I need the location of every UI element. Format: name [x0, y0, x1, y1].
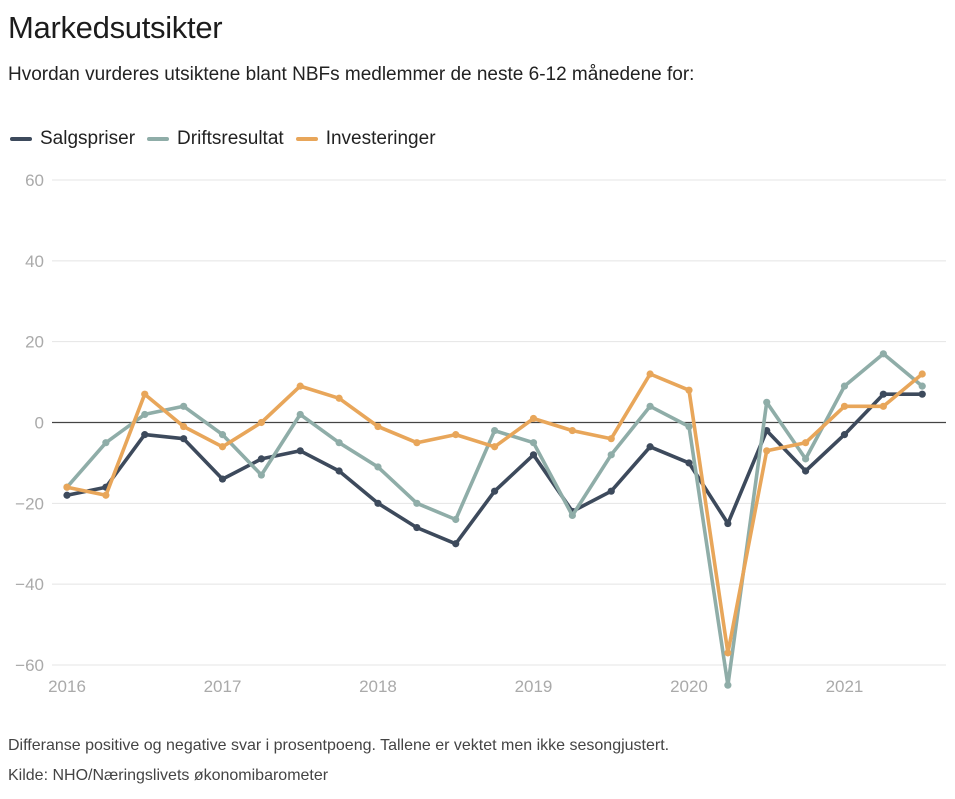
chart-note: Differanse positive og negative svar i p… — [8, 737, 670, 754]
series-line-driftsresultat — [65, 352, 925, 688]
data-point-investeringer — [374, 422, 382, 431]
data-point-salgspriser — [529, 451, 538, 459]
data-point-salgspriser — [724, 519, 732, 528]
data-point-investeringer — [568, 426, 576, 435]
data-point-driftsresultat — [685, 422, 693, 431]
data-point-driftsresultat — [180, 402, 188, 410]
data-point-driftsresultat — [374, 463, 382, 471]
data-point-investeringer — [452, 431, 460, 439]
data-point-investeringer — [763, 447, 771, 455]
data-point-salgspriser — [491, 487, 499, 495]
data-point-salgspriser — [685, 459, 693, 467]
y-tick-label: 40 — [25, 252, 44, 271]
data-point-salgspriser — [607, 487, 615, 495]
data-point-salgspriser — [763, 426, 771, 435]
data-point-driftsresultat — [257, 471, 265, 479]
data-point-driftsresultat — [141, 410, 149, 419]
data-point-salgspriser — [180, 435, 188, 443]
y-tick-label: −60 — [15, 656, 44, 675]
data-point-investeringer — [63, 483, 71, 491]
chart-subtitle: Hvordan vurderes utsiktene blant NBFs me… — [8, 64, 695, 85]
data-point-driftsresultat — [413, 499, 421, 507]
data-point-investeringer — [840, 402, 849, 410]
data-point-salgspriser — [840, 431, 849, 439]
data-point-driftsresultat — [218, 431, 227, 439]
x-tick-label: 2018 — [359, 677, 397, 696]
data-point-driftsresultat — [918, 382, 926, 390]
data-point-investeringer — [180, 422, 188, 431]
data-point-investeringer — [413, 439, 421, 447]
chart-title: Markedsutsikter — [8, 10, 223, 45]
data-point-driftsresultat — [802, 455, 810, 463]
data-point-salgspriser — [296, 447, 304, 455]
data-point-investeringer — [685, 386, 693, 394]
data-point-salgspriser — [413, 523, 421, 532]
data-point-investeringer — [257, 418, 265, 427]
legend-swatch-investeringer — [295, 137, 318, 141]
legend-label-driftsresultat: Driftsresultat — [177, 128, 284, 149]
x-tick-label: 2017 — [204, 677, 242, 696]
data-point-driftsresultat — [607, 451, 615, 459]
legend-label-salgspriser: Salgspriser — [40, 128, 136, 149]
data-point-driftsresultat — [296, 410, 304, 419]
legend-label-investeringer: Investeringer — [325, 128, 436, 149]
legend-swatch-driftsresultat — [147, 137, 170, 141]
data-point-salgspriser — [646, 443, 654, 451]
data-point-salgspriser — [374, 499, 382, 507]
data-point-salgspriser — [63, 491, 71, 499]
data-point-salgspriser — [452, 540, 460, 548]
data-point-driftsresultat — [724, 681, 732, 689]
data-point-investeringer — [724, 649, 732, 657]
legend-item-driftsresultat: Driftsresultat — [147, 128, 284, 150]
data-point-investeringer — [802, 439, 810, 447]
legend: Salgspriser Driftsresultat Investeringer — [10, 128, 448, 150]
legend-swatch-salgspriser — [10, 137, 32, 141]
data-point-investeringer — [335, 394, 343, 402]
data-point-driftsresultat — [568, 511, 576, 520]
data-point-investeringer — [879, 402, 887, 410]
y-tick-label: 20 — [25, 333, 44, 352]
data-point-investeringer — [918, 370, 926, 378]
data-point-driftsresultat — [491, 426, 499, 435]
x-tick-label: 2021 — [826, 677, 864, 696]
data-point-investeringer — [218, 443, 227, 451]
data-point-investeringer — [646, 370, 654, 378]
data-point-salgspriser — [335, 467, 343, 475]
data-point-driftsresultat — [879, 350, 887, 358]
data-point-investeringer — [141, 390, 149, 398]
data-point-investeringer — [607, 435, 615, 443]
chart-source: Kilde: NHO/Næringslivets økonomibaromete… — [8, 767, 329, 784]
x-tick-label: 2019 — [515, 677, 553, 696]
data-point-driftsresultat — [335, 439, 343, 447]
data-point-salgspriser — [257, 455, 265, 463]
data-point-salgspriser — [918, 390, 926, 398]
data-point-salgspriser — [141, 431, 149, 439]
data-point-driftsresultat — [102, 439, 110, 447]
data-point-salgspriser — [218, 475, 227, 483]
data-point-driftsresultat — [452, 515, 460, 524]
data-point-salgspriser — [802, 467, 810, 475]
data-point-investeringer — [102, 491, 110, 499]
x-tick-label: 2020 — [670, 677, 708, 696]
data-point-driftsresultat — [529, 439, 538, 447]
y-tick-label: 60 — [25, 171, 44, 190]
data-point-investeringer — [491, 443, 499, 451]
data-point-driftsresultat — [840, 382, 849, 390]
data-point-driftsresultat — [646, 402, 654, 410]
data-point-investeringer — [529, 414, 538, 423]
y-tick-label: 0 — [35, 414, 44, 433]
data-point-salgspriser — [879, 390, 887, 398]
legend-item-investeringer: Investeringer — [295, 128, 436, 150]
legend-item-salgspriser: Salgspriser — [10, 128, 135, 150]
y-tick-label: −40 — [15, 575, 44, 594]
x-tick-label: 2016 — [48, 677, 86, 696]
data-point-investeringer — [296, 382, 304, 390]
data-point-driftsresultat — [763, 398, 771, 406]
y-tick-label: −20 — [15, 494, 44, 513]
